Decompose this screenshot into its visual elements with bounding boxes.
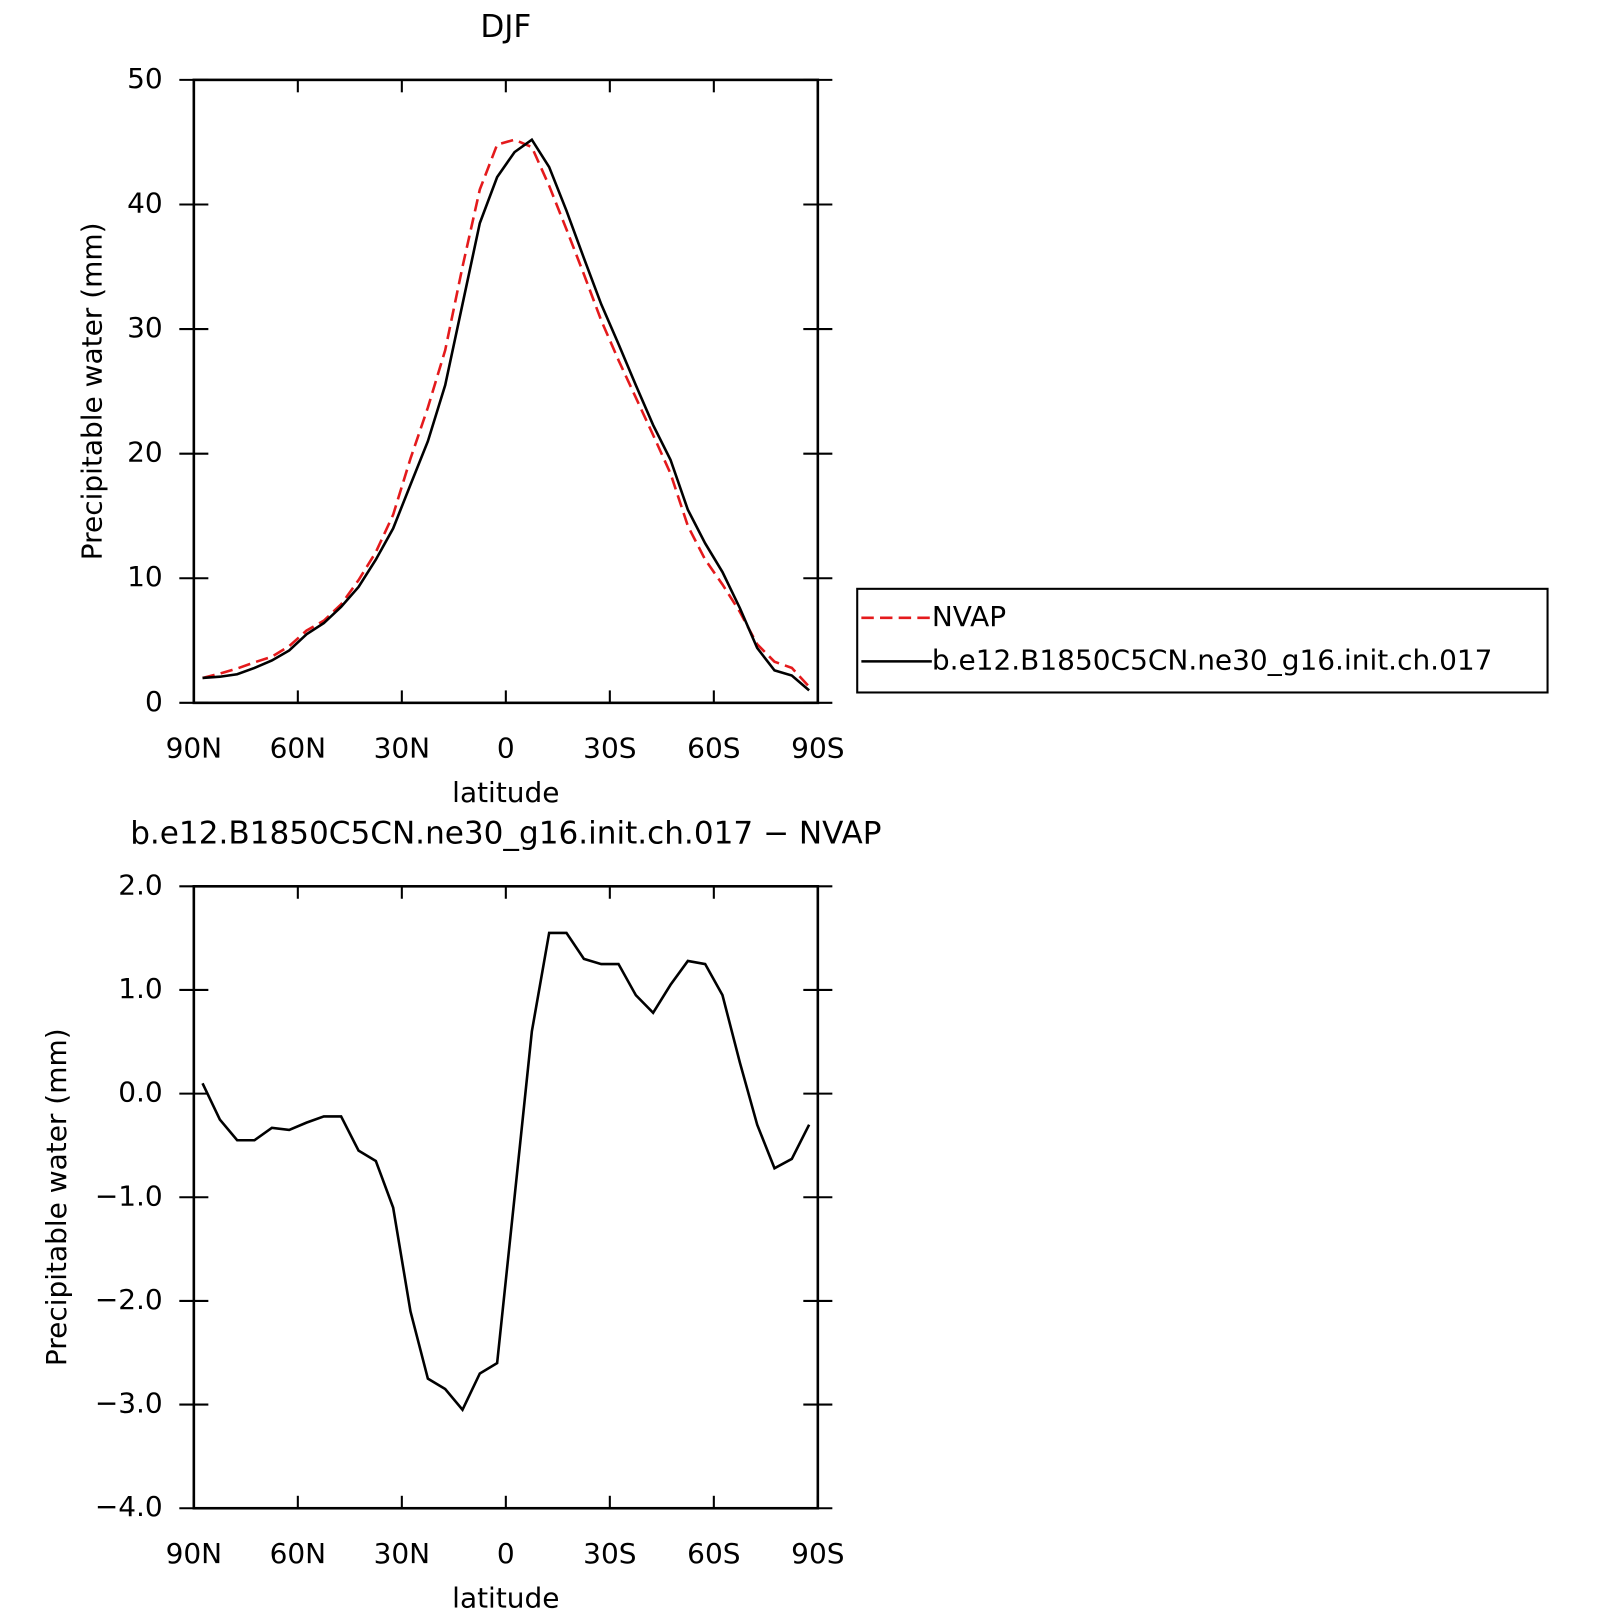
- plot-frame: [192, 885, 820, 1510]
- x-tick-label: 60N: [270, 731, 327, 764]
- y-axis-label: Precipitable water (mm): [40, 1028, 73, 1366]
- y-tick-label: −2.0: [95, 1283, 163, 1316]
- x-tick-label: 30S: [583, 731, 636, 764]
- x-tick-label: 60S: [687, 1537, 740, 1570]
- x-tick-label: 30S: [583, 1537, 636, 1570]
- legend-label: b.e12.B1850C5CN.ne30_g16.init.ch.017: [932, 643, 1493, 676]
- x-tick-label: 0: [497, 1537, 515, 1570]
- x-axis-label: latitude: [452, 1581, 559, 1613]
- data-line: [202, 138, 811, 688]
- data-line: [201, 931, 811, 1413]
- x-tick-label: 90S: [791, 1537, 844, 1570]
- x-tick-label: 90N: [166, 1537, 223, 1570]
- y-tick-label: 10: [127, 560, 163, 593]
- x-tick-label: 60S: [687, 731, 740, 764]
- legend-box: [856, 587, 1549, 694]
- x-tick-label: 0: [497, 731, 515, 764]
- x-tick-label: 30N: [374, 1537, 431, 1570]
- x-tick-label: 90N: [166, 731, 223, 764]
- y-tick-label: 0.0: [118, 1076, 162, 1109]
- y-tick-label: 40: [127, 186, 163, 219]
- x-tick-label: 90S: [791, 731, 844, 764]
- y-axis-label: Precipitable water (mm): [75, 222, 108, 560]
- y-tick-label: 0: [145, 685, 163, 718]
- x-tick-label: 30N: [374, 731, 431, 764]
- legend-label: NVAP: [932, 600, 1006, 633]
- y-tick-label: −1.0: [95, 1179, 163, 1212]
- y-tick-label: −4.0: [95, 1490, 163, 1523]
- y-tick-label: 50: [127, 62, 163, 95]
- plot-frame: [192, 78, 820, 705]
- y-tick-label: −3.0: [95, 1387, 163, 1420]
- y-tick-label: 2.0: [118, 868, 162, 901]
- data-line: [202, 137, 810, 692]
- y-tick-label: 1.0: [118, 972, 162, 1005]
- chart-title: b.e12.B1850C5CN.ne30_g16.init.ch.017 − N…: [130, 815, 881, 851]
- chart-title: DJF: [480, 9, 531, 45]
- y-tick-label: 20: [127, 436, 163, 469]
- y-tick-label: 30: [127, 311, 163, 344]
- x-axis-label: latitude: [452, 776, 559, 809]
- x-tick-label: 60N: [270, 1537, 327, 1570]
